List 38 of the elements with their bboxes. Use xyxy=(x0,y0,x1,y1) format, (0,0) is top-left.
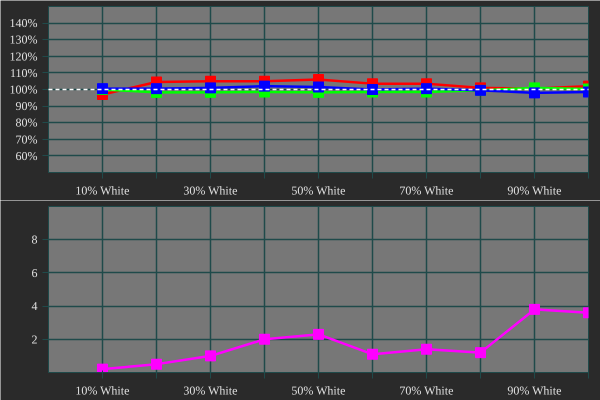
point xyxy=(367,84,378,95)
y-tick-label: 110% xyxy=(10,66,38,80)
y-tick-label: 120% xyxy=(10,49,38,64)
y-tick-label: 6 xyxy=(32,266,38,280)
point xyxy=(475,347,486,358)
point xyxy=(151,83,162,94)
x-tick-label: 10% White xyxy=(75,384,130,398)
point xyxy=(529,304,540,315)
point xyxy=(421,83,432,94)
x-tick-label: 90% White xyxy=(507,384,562,398)
y-tick-label: 80% xyxy=(16,116,38,130)
point xyxy=(151,358,162,370)
x-tick-label: 70% White xyxy=(399,184,454,198)
y-tick-label: 140% xyxy=(10,16,38,30)
point xyxy=(205,350,216,362)
y-tick-label: 100% xyxy=(10,82,38,96)
x-tick-label: 50% White xyxy=(291,384,346,398)
x-tick-label: 10% White xyxy=(75,184,130,198)
point xyxy=(367,348,378,360)
y-tick-label: 90% xyxy=(16,99,38,114)
point xyxy=(97,364,108,372)
y-tick-label: 130% xyxy=(10,32,38,47)
point xyxy=(421,344,432,355)
x-tick-label: 90% White xyxy=(507,184,562,198)
x-tick-label: 50% White xyxy=(291,184,346,198)
point xyxy=(259,334,270,345)
y-tick-label: 2 xyxy=(32,332,38,346)
x-tick-label: 70% White xyxy=(399,384,454,398)
x-tick-label: 30% White xyxy=(183,384,238,398)
y-tick-label: 8 xyxy=(32,232,38,247)
point xyxy=(313,82,324,93)
y-tick-label: 4 xyxy=(32,299,38,314)
point xyxy=(205,82,216,94)
y-tick-label: 70% xyxy=(16,132,38,146)
point xyxy=(313,328,324,340)
y-tick-label: 60% xyxy=(16,148,38,163)
point xyxy=(529,87,540,98)
x-tick-label: 30% White xyxy=(183,184,238,198)
